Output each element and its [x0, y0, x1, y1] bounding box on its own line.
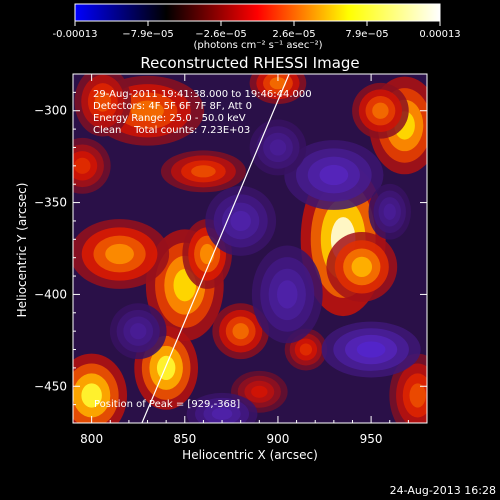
source-contour	[156, 355, 176, 381]
source-contour	[351, 256, 373, 277]
source-contour	[269, 77, 287, 90]
y-tick-label: −350	[34, 196, 67, 210]
positive-source	[73, 353, 128, 423]
negative-source	[251, 245, 323, 344]
negative-source	[109, 303, 167, 360]
colorbar-ticks	[74, 21, 441, 26]
source-contour	[130, 323, 147, 340]
negative-source	[284, 140, 384, 210]
colorbar-bar	[74, 3, 441, 22]
source-contour	[232, 323, 249, 340]
source-contour	[269, 139, 287, 156]
colorbar-tick-label: 0.00013	[419, 29, 460, 40]
y-axis-label: Heliocentric Y (arcsec)	[15, 183, 29, 318]
y-tick-label: −450	[34, 379, 67, 393]
source-contour	[251, 385, 268, 398]
y-tick-label: −400	[34, 287, 67, 301]
positive-source	[352, 82, 409, 139]
colorbar-tick-label: 7.9e−05	[345, 29, 388, 40]
source-contour	[74, 157, 91, 174]
positive-source	[74, 74, 132, 137]
source-contour	[199, 243, 215, 265]
source-contour	[81, 383, 102, 408]
source-contour	[383, 203, 396, 220]
source-contour	[409, 383, 426, 408]
positive-source	[212, 303, 270, 360]
source-contour	[94, 91, 112, 112]
date-stamp: 24-Aug-2013 16:28	[390, 484, 496, 497]
x-tick-label: 900	[266, 432, 289, 446]
source-contour	[191, 165, 216, 178]
negative-source	[368, 183, 411, 240]
colorbar-tick-labels: -0.00013 −7.9e−05 −2.6e−05 2.6e−05 7.9e−05 0.…	[53, 29, 461, 40]
negative-source	[321, 321, 421, 378]
x-tick-labels: 800 850 900 950	[80, 432, 382, 446]
source-contour	[319, 164, 349, 186]
negative-source	[205, 186, 277, 256]
source-contour	[131, 100, 164, 121]
x-axis-label: Heliocentric X (arcsec)	[182, 448, 318, 462]
source-contour	[372, 102, 389, 119]
x-tick-label: 800	[80, 432, 103, 446]
colorbar-tick-label: -0.00013	[53, 29, 98, 40]
positive-source	[73, 137, 111, 194]
source-contour	[356, 341, 386, 358]
source-contour	[105, 243, 134, 265]
axis-ticks	[72, 73, 428, 424]
image-area	[73, 74, 427, 423]
x-tick-label: 950	[360, 432, 383, 446]
info-block: 29-Aug-2011 19:41:38.000 to 19:46:44.000…	[93, 89, 312, 136]
negative-source	[186, 392, 258, 423]
colorbar-unit-label: (photons cm⁻² s⁻¹ asec⁻²)	[193, 40, 322, 51]
y-tick-labels: −300 −350 −400 −450	[34, 104, 67, 394]
source-contour	[230, 210, 251, 232]
info-line-4: Clean Total counts: 7.23E+03	[93, 125, 250, 136]
chart-title: Reconstructed RHESSI Image	[140, 54, 359, 72]
plot-frame	[72, 73, 428, 424]
positive-source	[326, 231, 398, 302]
positive-source	[160, 150, 246, 193]
info-line-3: Energy Range: 25.0 - 50.0 keV	[93, 113, 246, 124]
source-contour	[299, 343, 313, 356]
colorbar-tick-label: 2.6e−05	[272, 29, 315, 40]
heatmap	[73, 74, 427, 423]
info-line-1: 29-Aug-2011 19:41:38.000 to 19:46:44.000	[93, 89, 312, 100]
info-line-2: Detectors: 4F 5F 6F 7F 8F, Att 0	[93, 101, 252, 112]
source-contour	[211, 407, 233, 420]
x-tick-label: 850	[173, 432, 196, 446]
peak-position-label: Position of Peak = [929,-368]	[94, 399, 240, 410]
colorbar-tick-label: −7.9e−05	[122, 29, 174, 40]
colorbar-tick-label: −2.6e−05	[195, 29, 247, 40]
colorbar: -0.00013 −7.9e−05 −2.6e−05 2.6e−05 7.9e−05 0.…	[53, 3, 461, 51]
source-contour	[277, 280, 298, 309]
y-tick-label: −300	[34, 104, 67, 118]
positive-source	[249, 74, 307, 105]
positive-source	[73, 219, 170, 289]
solar-limb-line	[141, 74, 290, 423]
